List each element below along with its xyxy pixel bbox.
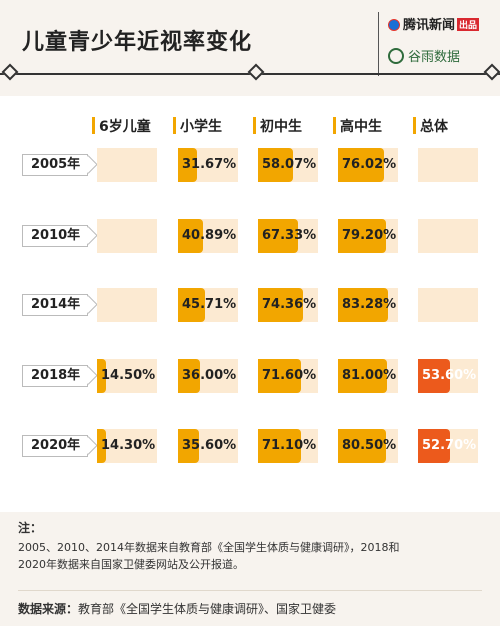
notes-title: 注： — [18, 521, 43, 535]
data-bar — [258, 148, 293, 182]
notes-line-1: 2005、2010、2014年数据来自教育部《全国学生体质与健康调研》，2018… — [18, 541, 400, 554]
data-label: 67.33% — [262, 228, 317, 243]
data-label: 36.00% — [182, 368, 237, 383]
data-label: 31.67% — [182, 157, 237, 172]
brand-tencent-news: 腾讯新闻 出品 — [388, 14, 480, 33]
data-bar — [418, 359, 450, 393]
data-bar — [338, 148, 384, 182]
data-bar — [418, 429, 450, 463]
cell-background — [97, 148, 157, 182]
data-label: 58.07% — [262, 157, 317, 172]
brand-guyu-data: 谷雨数据 — [388, 46, 460, 65]
year-label: 2010年 — [22, 225, 88, 247]
data-bar — [258, 429, 301, 463]
column-header-3: 高中生 — [340, 119, 382, 135]
data-label: 71.10% — [262, 438, 317, 453]
column-header-1: 小学生 — [180, 119, 222, 135]
cell-background — [97, 359, 157, 393]
data-bar — [97, 429, 106, 463]
data-bar — [178, 359, 200, 393]
header: 儿童青少年近视率变化 腾讯新闻 出品 谷雨数据 — [0, 0, 500, 86]
brand-primary-tag: 出品 — [457, 18, 480, 31]
data-label: 40.89% — [182, 228, 237, 243]
column-header-0: 6岁儿童 — [99, 119, 151, 135]
column-header-marker — [92, 117, 95, 134]
year-label: 2018年 — [22, 365, 88, 387]
data-bar — [97, 359, 106, 393]
cell-background — [97, 429, 157, 463]
data-bar — [338, 429, 386, 463]
source-divider — [18, 590, 482, 591]
data-label: 80.50% — [342, 438, 397, 453]
data-label: 53.60% — [422, 368, 477, 383]
data-bar — [178, 429, 199, 463]
column-header-marker — [253, 117, 256, 134]
data-bar — [178, 288, 205, 322]
year-label: 2020年 — [22, 435, 88, 457]
source-label: 数据来源： — [18, 602, 79, 616]
data-label: 52.70% — [422, 438, 477, 453]
column-header-marker — [173, 117, 176, 134]
data-label: 79.20% — [342, 228, 397, 243]
tencent-news-logo-icon — [388, 19, 400, 31]
data-bar — [258, 288, 303, 322]
data-bar — [258, 359, 301, 393]
data-label: 71.60% — [262, 368, 317, 383]
data-label: 45.71% — [182, 297, 237, 312]
diamond-ornament-icon — [483, 63, 500, 81]
cell-background — [418, 288, 478, 322]
brand-divider — [378, 12, 379, 76]
data-bar — [338, 359, 387, 393]
cell-background — [418, 219, 478, 253]
cell-background — [97, 288, 157, 322]
guyu-logo-icon — [388, 48, 404, 64]
data-label: 35.60% — [182, 438, 237, 453]
data-bar — [338, 219, 386, 253]
column-header-2: 初中生 — [260, 119, 302, 135]
data-label: 14.30% — [101, 438, 156, 453]
data-bar — [258, 219, 298, 253]
data-label: 83.28% — [342, 297, 397, 312]
source-text: 教育部《全国学生体质与健康调研》、国家卫健委 — [78, 602, 337, 616]
brand-secondary-text: 谷雨数据 — [408, 50, 461, 65]
column-header-marker — [333, 117, 336, 134]
diamond-ornament-icon — [247, 63, 265, 81]
data-label: 76.02% — [342, 157, 397, 172]
brand-primary-text: 腾讯新闻 — [403, 18, 456, 33]
cell-background — [97, 219, 157, 253]
data-label: 74.36% — [262, 297, 317, 312]
data-bar — [178, 219, 203, 253]
year-label: 2005年 — [22, 154, 88, 176]
data-label: 81.00% — [342, 368, 397, 383]
notes-line-2: 2020年数据来自国家卫健委网站及公开报道。 — [18, 558, 244, 571]
notes: 注： 2005、2010、2014年数据来自教育部《全国学生体质与健康调研》，2… — [18, 520, 482, 573]
cell-background — [418, 148, 478, 182]
data-bar — [338, 288, 388, 322]
column-header-4: 总体 — [420, 119, 448, 135]
data-bar — [178, 148, 197, 182]
data-source: 数据来源：教育部《全国学生体质与健康调研》、国家卫健委 — [18, 600, 336, 617]
diamond-ornament-icon — [1, 63, 19, 81]
data-label: 14.50% — [101, 368, 156, 383]
year-label: 2014年 — [22, 294, 88, 316]
column-header-marker — [413, 117, 416, 134]
page-title: 儿童青少年近视率变化 — [22, 30, 253, 55]
